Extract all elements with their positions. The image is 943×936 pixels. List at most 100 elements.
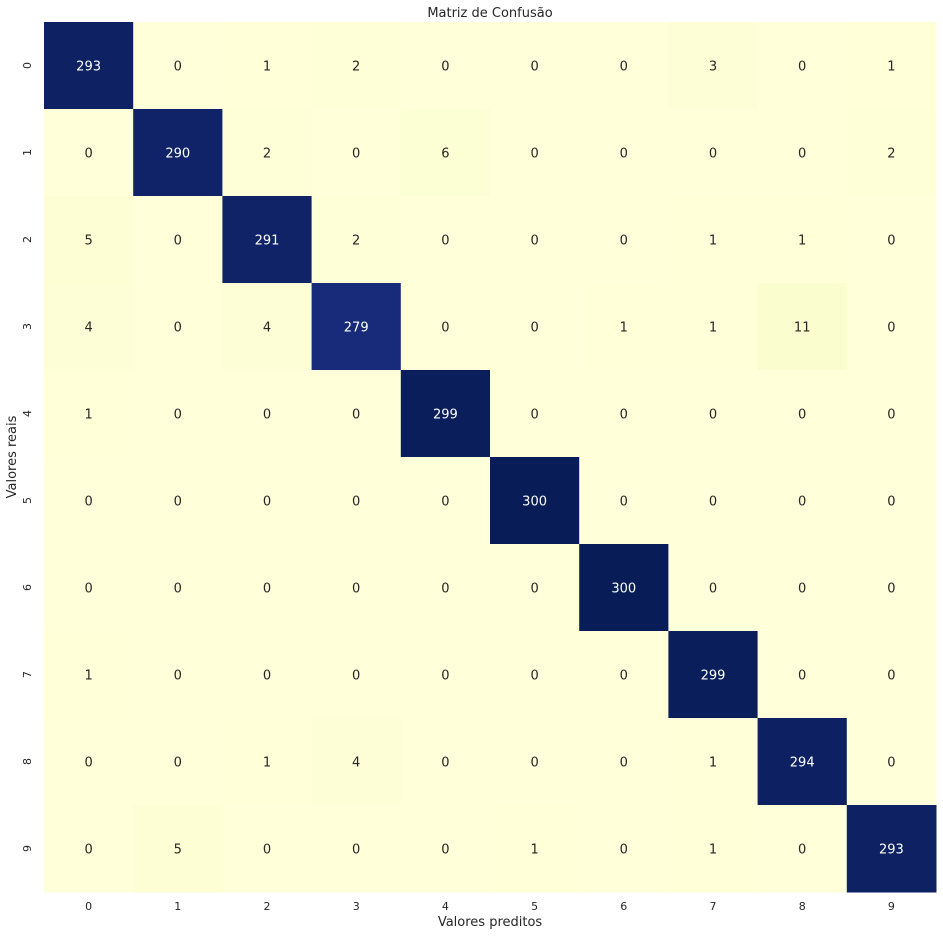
x-tick-label-3: 3 [353, 900, 360, 913]
heatmap-cell-3-2 [222, 283, 313, 371]
heatmap-cell-4-6 [579, 370, 669, 458]
cell-label-0-6: 0 [620, 60, 628, 75]
cell-label-3-1: 0 [174, 321, 182, 336]
heatmap-cell-5-6 [579, 457, 669, 545]
y-tick-label-2: 2 [21, 236, 34, 243]
y-tick-label-9: 9 [21, 845, 34, 852]
x-tick-label-9: 9 [888, 900, 895, 913]
cell-label-3-3: 279 [344, 321, 369, 336]
cell-label-3-4: 0 [441, 321, 449, 336]
cell-label-7-3: 0 [352, 669, 360, 684]
heatmap-cell-3-7 [668, 283, 759, 371]
cell-label-8-4: 0 [441, 756, 449, 771]
cell-label-8-0: 0 [84, 756, 92, 771]
cell-label-0-1: 0 [174, 60, 182, 75]
heatmap-cell-2-2 [222, 196, 313, 284]
cell-label-9-8: 0 [798, 843, 806, 858]
cell-label-6-9: 0 [887, 582, 895, 597]
heatmap-cell-2-7 [668, 196, 759, 284]
cell-label-4-7: 0 [709, 408, 717, 423]
y-tick-label-0: 0 [21, 62, 34, 69]
cell-label-4-2: 0 [263, 408, 271, 423]
heatmap-cell-3-3 [311, 283, 402, 371]
cell-label-7-4: 0 [441, 669, 449, 684]
heatmap-cell-5-0 [44, 457, 134, 545]
cell-label-1-2: 2 [263, 147, 271, 162]
heatmap-cell-7-4 [400, 631, 491, 719]
heatmap-cell-7-5 [490, 631, 580, 719]
cell-label-3-9: 0 [887, 321, 895, 336]
cell-label-2-8: 1 [798, 234, 806, 249]
cell-label-9-5: 1 [530, 843, 538, 858]
heatmap-cell-6-6 [579, 544, 669, 632]
heatmap-cell-1-6 [579, 109, 669, 197]
heatmap-cell-6-3 [311, 544, 402, 632]
heatmap-cell-7-7 [668, 631, 759, 719]
cell-label-7-1: 0 [174, 669, 182, 684]
heatmap-cell-2-0 [44, 196, 134, 284]
heatmap-cell-9-7 [668, 805, 759, 893]
heatmap-cell-9-9 [846, 805, 937, 893]
cell-label-1-8: 0 [798, 147, 806, 162]
cell-label-6-3: 0 [352, 582, 360, 597]
cell-label-3-2: 4 [263, 321, 271, 336]
cell-label-5-7: 0 [709, 495, 717, 510]
cell-label-3-6: 1 [620, 321, 628, 336]
cell-label-8-2: 1 [263, 756, 271, 771]
cell-label-0-3: 2 [352, 60, 360, 75]
cell-label-1-0: 0 [84, 147, 92, 162]
cell-label-7-6: 0 [620, 669, 628, 684]
cell-label-4-0: 1 [84, 408, 92, 423]
heatmap-cell-7-1 [133, 631, 223, 719]
cell-label-5-6: 0 [620, 495, 628, 510]
heatmap-cell-8-1 [133, 718, 223, 806]
heatmap-cell-8-9 [846, 718, 937, 806]
heatmap-cell-8-6 [579, 718, 669, 806]
heatmap-cell-6-4 [400, 544, 491, 632]
heatmap-cell-6-0 [44, 544, 134, 632]
cell-label-6-7: 0 [709, 582, 717, 597]
cell-label-2-4: 0 [441, 234, 449, 249]
heatmap-cell-9-0 [44, 805, 134, 893]
heatmap-cell-6-8 [757, 544, 848, 632]
x-tick-label-1: 1 [174, 900, 181, 913]
cell-label-5-3: 0 [352, 495, 360, 510]
heatmap-cell-0-3 [311, 22, 402, 110]
heatmap-cell-3-9 [846, 283, 937, 371]
cell-label-5-0: 0 [84, 495, 92, 510]
heatmap-cell-4-0 [44, 370, 134, 458]
cell-label-4-9: 0 [887, 408, 895, 423]
y-tick-label-8: 8 [21, 758, 34, 765]
heatmap-cell-7-6 [579, 631, 669, 719]
cell-label-7-0: 1 [84, 669, 92, 684]
cell-label-7-9: 0 [887, 669, 895, 684]
cell-label-5-5: 300 [522, 495, 547, 510]
heatmap-cell-2-9 [846, 196, 937, 284]
cell-label-2-1: 0 [174, 234, 182, 249]
heatmap-cell-9-4 [400, 805, 491, 893]
heatmap-cell-3-8 [757, 283, 848, 371]
cell-label-9-4: 0 [441, 843, 449, 858]
heatmap-cell-1-0 [44, 109, 134, 197]
cell-label-3-5: 0 [530, 321, 538, 336]
cell-label-6-6: 300 [611, 582, 636, 597]
heatmap-cell-8-7 [668, 718, 759, 806]
y-tick-label-3: 3 [21, 323, 34, 330]
cell-label-1-6: 0 [620, 147, 628, 162]
heatmap-cell-0-6 [579, 22, 669, 110]
cell-label-9-9: 293 [879, 843, 904, 858]
cell-label-2-2: 291 [255, 234, 280, 249]
heatmap-cell-7-2 [222, 631, 313, 719]
heatmap-cell-1-7 [668, 109, 759, 197]
x-tick-label-7: 7 [710, 900, 717, 913]
cell-label-1-5: 0 [530, 147, 538, 162]
heatmap-cell-2-3 [311, 196, 402, 284]
heatmap-cell-5-9 [846, 457, 937, 545]
cell-label-1-7: 0 [709, 147, 717, 162]
heatmap-cell-4-8 [757, 370, 848, 458]
cell-label-7-7: 299 [701, 669, 726, 684]
cell-label-5-2: 0 [263, 495, 271, 510]
cell-label-6-0: 0 [84, 582, 92, 597]
cell-label-2-9: 0 [887, 234, 895, 249]
heatmap-cell-2-6 [579, 196, 669, 284]
